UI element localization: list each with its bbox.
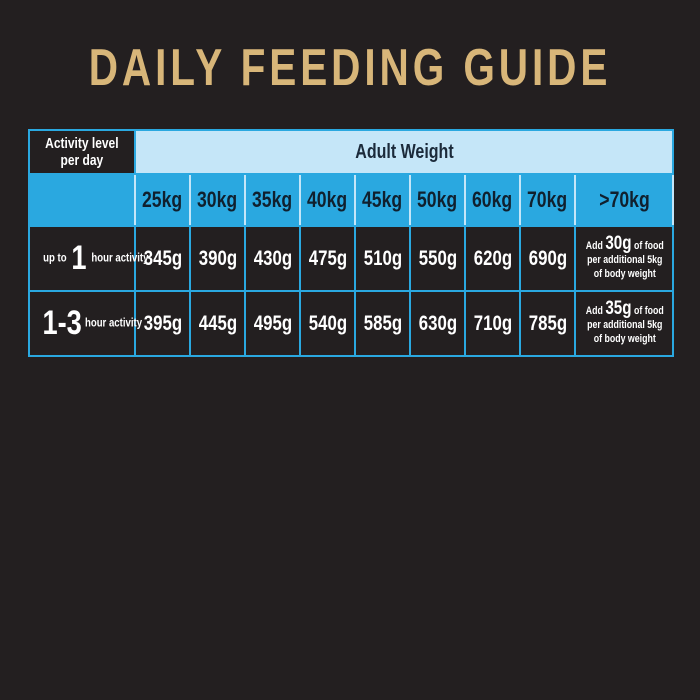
cell-text: 1 (71, 239, 87, 277)
adult-weight-header: Adult Weight (133, 129, 675, 175)
extra-weight-note: Add 30g of food per additional 5kg of body… (573, 225, 675, 292)
cell-text: hour activity (84, 315, 143, 330)
cell-text: Add (585, 304, 603, 317)
cell-text: 710g (473, 311, 512, 335)
cell-text: 785g (528, 311, 567, 335)
weight-column-header: 70kg (519, 173, 576, 227)
feeding-amount-cell: 395g (134, 290, 191, 357)
cell-text: of body weight (593, 332, 656, 345)
cell-text: hour activity (91, 250, 149, 265)
cell-text: per additional 5kg (587, 318, 663, 331)
cell-text: 430g (253, 246, 292, 270)
cell-text: 390g (198, 246, 237, 270)
cell-text: 395g (143, 311, 182, 335)
cell-text: Adult Weight (354, 140, 454, 163)
feeding-amount-cell: 445g (189, 290, 246, 357)
feeding-amount-cell: 390g (189, 225, 246, 292)
cell-text: 35g (605, 297, 632, 319)
feeding-amount-cell: 550g (409, 225, 466, 292)
weight-column-header: 25kg (134, 173, 191, 227)
cell-text: 630g (418, 311, 457, 335)
cell-text: 540g (308, 311, 347, 335)
cell-text: per additional 5kg (587, 253, 663, 266)
cell-text: 475g (308, 246, 347, 270)
cell-text: 510g (363, 246, 402, 270)
activity-level-header: Activity level per day (28, 129, 136, 175)
activity-row-label: up to 1 hour activity (28, 225, 148, 292)
activity-row-label: 1-3 hour activity (28, 290, 142, 357)
cell-text: of food (633, 239, 664, 252)
feeding-amount-cell: 345g (134, 225, 191, 292)
cell-text: 45kg (362, 187, 403, 212)
cell-text: 25kg (142, 187, 183, 212)
cell-text: of body weight (593, 267, 656, 280)
weight-column-header: 30kg (189, 173, 246, 227)
cell-text: 495g (253, 311, 292, 335)
weight-column-header: 45kg (354, 173, 411, 227)
cell-text: 550g (418, 246, 457, 270)
feeding-amount-cell: 710g (464, 290, 521, 357)
title-text: DAILY FEEDING GUIDE (88, 39, 612, 97)
weight-column-header: >70kg (573, 173, 675, 227)
cell-text: Add (585, 239, 603, 252)
cell-text: up to (43, 250, 67, 265)
feeding-amount-cell: 540g (299, 290, 356, 357)
feeding-amount-cell: 785g (519, 290, 576, 357)
weight-column-header: 35kg (244, 173, 301, 227)
cell-text: 1-3 (42, 304, 82, 342)
cell-text: 345g (143, 246, 182, 270)
cell-text: 620g (473, 246, 512, 270)
cell-text: 40kg (307, 187, 348, 212)
weight-header-blank (28, 173, 136, 227)
feeding-amount-cell: 630g (409, 290, 466, 357)
cell-text: of food (633, 304, 664, 317)
cell-text: 60kg (472, 187, 513, 212)
cell-text: Activity level (45, 135, 119, 152)
feeding-table: Activity level per day Adult Weight 25kg 3… (28, 129, 675, 357)
feeding-amount-cell: 690g (519, 225, 576, 292)
weight-column-header: 50kg (409, 173, 466, 227)
feeding-amount-cell: 510g (354, 225, 411, 292)
cell-text: 50kg (417, 187, 458, 212)
feeding-amount-cell: 620g (464, 225, 521, 292)
cell-text: per day (60, 152, 104, 169)
cell-text: 30g (605, 232, 632, 254)
feeding-amount-cell: 475g (299, 225, 356, 292)
weight-column-header: 40kg (299, 173, 356, 227)
feeding-amount-cell: 495g (244, 290, 301, 357)
cell-text: >70kg (598, 187, 650, 212)
cell-text: 35kg (252, 187, 293, 212)
cell-text: 30kg (197, 187, 238, 212)
cell-text: 690g (528, 246, 567, 270)
cell-text: 445g (198, 311, 237, 335)
page-title: DAILY FEEDING GUIDE (0, 38, 700, 98)
feeding-amount-cell: 585g (354, 290, 411, 357)
feeding-amount-cell: 430g (244, 225, 301, 292)
extra-weight-note: Add 35g of food per additional 5kg of body… (573, 290, 675, 357)
weight-column-header: 60kg (464, 173, 521, 227)
cell-text: 585g (363, 311, 402, 335)
cell-text: 70kg (527, 187, 568, 212)
